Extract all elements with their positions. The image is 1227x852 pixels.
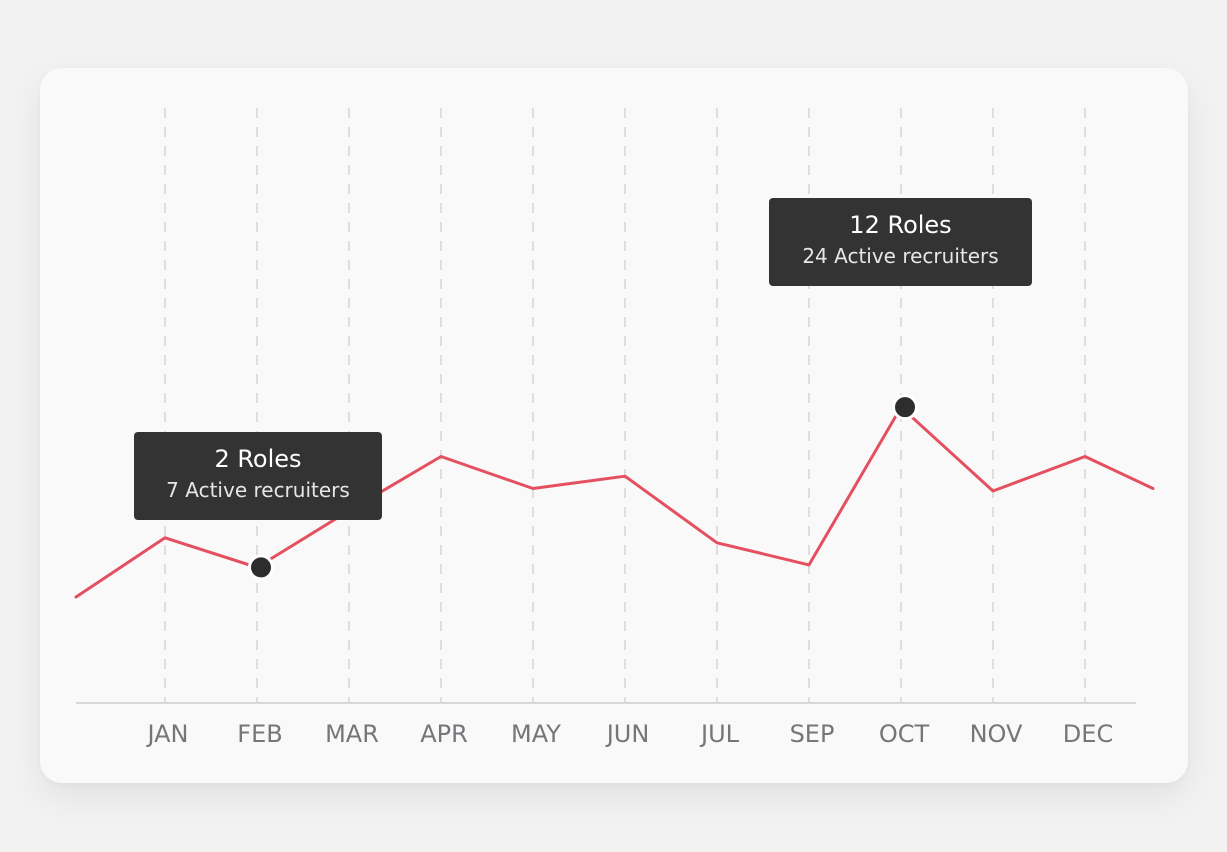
- x-tick-label: DEC: [1063, 720, 1113, 748]
- tooltip-subtitle: 7 Active recruiters: [166, 478, 350, 502]
- highlight-marker-oct[interactable]: [892, 394, 918, 421]
- highlight-marker-feb[interactable]: [248, 554, 274, 581]
- x-tick-label: NOV: [970, 720, 1023, 748]
- tooltip-title: 2 Roles: [214, 445, 302, 473]
- x-tick-label: FEB: [237, 720, 282, 748]
- tooltip-title: 12 Roles: [849, 211, 952, 239]
- highlight-markers: [248, 394, 918, 581]
- x-tick-label: APR: [420, 720, 468, 748]
- x-tick-label: OCT: [879, 720, 930, 748]
- x-tick-label: JUN: [605, 720, 650, 748]
- x-tick-label: JAN: [145, 720, 188, 748]
- chart-card: JAN FEB MAR APR MAY JUN JUL SEP OCT NOV DEC 2 Role…: [40, 68, 1188, 783]
- tooltip-oct: 12 Roles 24 Active recruiters: [769, 198, 1032, 286]
- x-tick-label: MAY: [511, 720, 561, 748]
- x-tick-label: MAR: [325, 720, 379, 748]
- tooltip-feb: 2 Roles 7 Active recruiters: [134, 432, 382, 520]
- x-axis-tick-labels: JAN FEB MAR APR MAY JUN JUL SEP OCT NOV DEC: [145, 720, 1113, 748]
- line-chart: JAN FEB MAR APR MAY JUN JUL SEP OCT NOV DEC: [74, 108, 1155, 748]
- x-tick-label: JUL: [699, 720, 740, 748]
- x-tick-label: SEP: [790, 720, 835, 748]
- tooltip-subtitle: 24 Active recruiters: [802, 244, 999, 268]
